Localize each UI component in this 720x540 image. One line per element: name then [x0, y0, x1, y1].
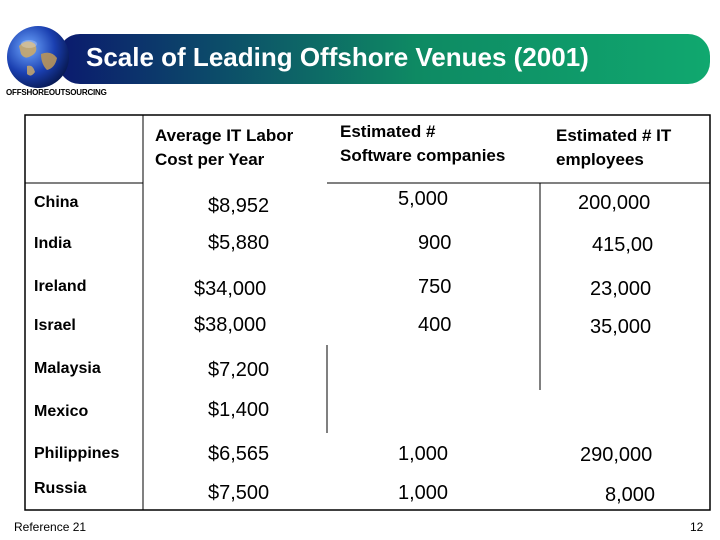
cost-cell: $8,952	[208, 195, 270, 217]
software-cell: 750	[418, 276, 452, 298]
country-cell: Ireland	[34, 278, 87, 295]
cost-cell: $5,880	[208, 232, 270, 254]
cost-cell: $7,200	[208, 359, 270, 381]
cost-cell: $7,500	[208, 482, 270, 504]
header-employees-line-2: employees	[556, 150, 644, 169]
header-cost: Average IT Labor Cost per Year	[155, 124, 293, 172]
cost-cell: $38,000	[194, 314, 267, 336]
page-number: 12	[690, 520, 704, 534]
employees-cell: 23,000	[590, 278, 652, 300]
software-cell: 5,000	[398, 188, 449, 210]
software-cell: 400	[418, 314, 452, 336]
employees-cell: 200,000	[578, 192, 651, 214]
header-cost-line-2: Cost per Year	[155, 150, 265, 169]
header-software-line-1: Estimated #	[340, 122, 436, 141]
header-software: Estimated # Software companies	[340, 120, 505, 168]
cost-cell: $34,000	[194, 278, 267, 300]
cost-cell: $6,565	[208, 443, 270, 465]
country-cell: Mexico	[34, 403, 89, 420]
cost-cell: $1,400	[208, 399, 270, 421]
header-employees: Estimated # IT employees	[556, 124, 671, 172]
country-cell: Malaysia	[34, 360, 101, 377]
title-bar	[58, 34, 710, 84]
country-cell: India	[34, 235, 72, 252]
slide-title: Scale of Leading Offshore Venues (2001)	[86, 42, 589, 72]
country-cell: China	[34, 194, 79, 211]
employees-cell: 35,000	[590, 316, 652, 338]
software-cell: 900	[418, 232, 452, 254]
globe-icon	[7, 26, 69, 88]
country-cell: Philippines	[34, 445, 120, 462]
header-software-line-2: Software companies	[340, 146, 506, 165]
employees-cell: 290,000	[580, 444, 653, 466]
slide-subtitle: OFFSHOREOUTSOURCING	[6, 88, 107, 97]
footer-reference: Reference 21	[14, 520, 87, 534]
header-employees-line-1: Estimated # IT	[556, 126, 672, 145]
software-cell: 1,000	[398, 443, 449, 465]
header-cost-line-1: Average IT Labor	[155, 126, 294, 145]
employees-cell: 415,00	[592, 234, 654, 256]
employees-cell: 8,000	[605, 484, 656, 506]
country-cell: Russia	[34, 480, 87, 497]
software-cell: 1,000	[398, 482, 449, 504]
country-cell: Israel	[34, 317, 76, 334]
